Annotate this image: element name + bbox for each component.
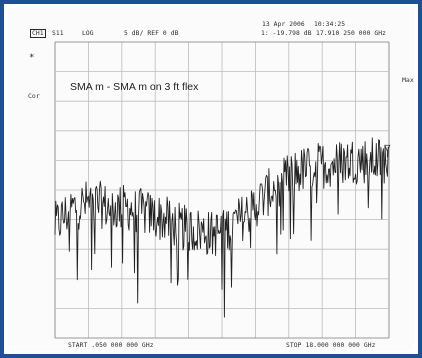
stop-frequency-label: STOP 18.000 000 000 GHz bbox=[286, 342, 376, 349]
start-frequency-label: START .050 000 000 GHz bbox=[68, 342, 154, 349]
date-label: 13 Apr 2006 bbox=[262, 21, 305, 28]
format-label: LOG bbox=[82, 30, 94, 37]
time-label: 10:34:25 bbox=[314, 21, 346, 28]
correction-label: Cor bbox=[28, 92, 40, 100]
trace-annotation: SMA m - SMA m on 3 ft flex bbox=[70, 81, 199, 93]
marker-1-triangle bbox=[384, 144, 391, 153]
s11-plot: SMA m - SMA m on 3 ft flex bbox=[54, 41, 391, 339]
s11-trace bbox=[54, 137, 390, 318]
channel-indicator[interactable]: CH1 bbox=[30, 29, 46, 38]
analyzer-screen: CH1 S11 LOG 5 dB/ REF 0 dB 13 Apr 2006 1… bbox=[8, 8, 414, 350]
marker-symbol: * bbox=[29, 53, 35, 63]
marker-readout: 1: -19.798 dB bbox=[261, 30, 312, 37]
scale-label: 5 dB/ REF 0 dB bbox=[124, 30, 179, 37]
marker-frequency: 17.910 250 000 GHz bbox=[316, 30, 387, 37]
max-label: Max bbox=[402, 76, 414, 84]
s-parameter-label: S11 bbox=[52, 30, 64, 37]
